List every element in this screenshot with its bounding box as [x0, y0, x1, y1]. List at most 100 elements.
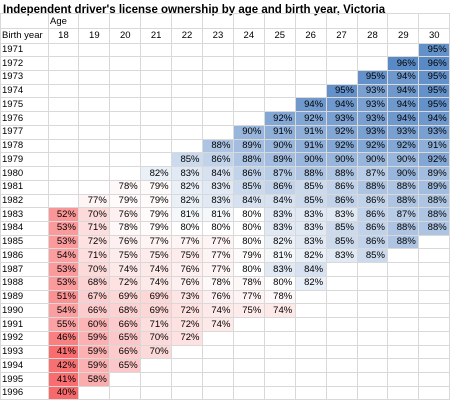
value-cell: 82%	[295, 248, 327, 263]
value-cell: 74%	[202, 317, 234, 332]
value-cell: 88%	[202, 139, 234, 153]
birth-year-label: 1986	[2, 249, 24, 261]
value-cell: 78%	[264, 290, 296, 304]
value-cell: 77%	[202, 248, 234, 263]
value-cell: 77%	[202, 235, 234, 249]
value-cell: 69%	[140, 303, 172, 318]
value-cell: 91%	[295, 125, 327, 140]
value-cell: 86%	[357, 194, 388, 208]
value-cell: 92%	[357, 139, 388, 153]
value-cell: 92%	[264, 111, 296, 126]
value-cell: 88%	[418, 194, 450, 208]
gridline-horizontal	[0, 289, 450, 291]
value-cell: 83%	[264, 221, 296, 236]
value-cell: 92%	[326, 139, 357, 153]
value-cell: 95%	[357, 70, 388, 85]
value-cell: 68%	[109, 303, 141, 318]
gridline-vertical	[387, 13, 389, 400]
value-cell: 75%	[109, 248, 141, 263]
value-cell: 83%	[326, 248, 357, 263]
value-cell: 88%	[387, 194, 419, 208]
gridline-horizontal	[0, 317, 450, 319]
value-cell: 88%	[233, 152, 265, 167]
gridline-horizontal	[0, 83, 450, 85]
birth-year-label: 1991	[2, 318, 24, 330]
value-cell: 76%	[109, 235, 141, 249]
value-cell: 93%	[357, 125, 388, 140]
value-cell: 88%	[387, 235, 419, 249]
value-cell: 72%	[171, 317, 203, 332]
gridline-horizontal	[0, 207, 450, 209]
value-cell: 80%	[264, 276, 296, 291]
gridline-horizontal	[0, 344, 450, 346]
gridline-horizontal	[0, 358, 450, 360]
value-cell: 79%	[140, 180, 172, 195]
age-header: 26	[305, 30, 316, 41]
value-cell: 80%	[202, 221, 234, 236]
value-cell: 90%	[264, 139, 296, 153]
value-cell: 80%	[233, 235, 265, 249]
value-cell: 77%	[233, 290, 265, 304]
value-cell: 88%	[418, 207, 450, 222]
value-cell: 93%	[418, 125, 450, 140]
age-header: 23	[212, 30, 224, 41]
value-cell: 58%	[78, 372, 110, 387]
gridline-horizontal	[0, 138, 450, 140]
value-cell: 83%	[326, 207, 357, 222]
value-cell: 93%	[357, 97, 388, 112]
birth-year-header: Birth year	[2, 30, 43, 41]
gridline-horizontal	[0, 124, 450, 126]
gridline-horizontal	[0, 330, 450, 332]
birth-year-label: 1989	[2, 291, 24, 303]
value-cell: 40%	[48, 386, 79, 400]
value-cell: 77%	[171, 235, 203, 249]
birth-year-label: 1978	[2, 140, 24, 152]
value-cell: 86%	[264, 180, 296, 195]
value-cell: 82%	[295, 276, 327, 291]
value-cell: 85%	[171, 152, 203, 167]
value-cell: 92%	[326, 125, 357, 140]
value-cell: 85%	[233, 180, 265, 195]
value-cell: 93%	[357, 84, 388, 98]
value-cell: 70%	[140, 331, 172, 346]
value-cell: 51%	[48, 290, 79, 304]
value-cell: 80%	[233, 207, 265, 222]
birth-year-label: 1980	[2, 167, 24, 179]
birth-year-label: 1976	[2, 112, 24, 124]
value-cell: 78%	[202, 276, 234, 291]
value-cell: 42%	[48, 358, 79, 373]
value-cell: 70%	[78, 207, 110, 222]
value-cell: 88%	[326, 166, 357, 181]
gridline-horizontal	[0, 303, 450, 305]
value-cell: 81%	[171, 207, 203, 222]
value-cell: 92%	[387, 139, 419, 153]
value-cell: 79%	[109, 194, 141, 208]
value-cell: 53%	[48, 221, 79, 236]
value-cell: 84%	[295, 262, 327, 277]
birth-year-label: 1979	[2, 153, 24, 165]
value-cell: 90%	[387, 152, 419, 167]
gridline-vertical	[418, 13, 420, 400]
gridline-vertical	[202, 13, 203, 400]
value-cell: 88%	[387, 221, 419, 236]
gridline-vertical	[356, 13, 358, 400]
value-cell: 80%	[233, 262, 265, 277]
gridline-horizontal	[0, 97, 450, 99]
value-cell: 74%	[202, 303, 234, 318]
birth-year-label: 1985	[2, 236, 24, 248]
birth-year-label: 1975	[2, 98, 24, 110]
value-cell: 94%	[295, 97, 327, 112]
birth-year-label: 1988	[2, 277, 24, 289]
birth-year-label: 1990	[2, 304, 24, 316]
value-cell: 74%	[140, 262, 172, 277]
value-cell: 88%	[357, 180, 388, 195]
value-cell: 78%	[109, 221, 141, 236]
value-cell: 84%	[233, 194, 265, 208]
value-cell: 92%	[295, 111, 327, 126]
value-cell: 92%	[418, 152, 450, 167]
age-axis-title: Age	[50, 16, 67, 27]
age-header: 21	[150, 30, 162, 41]
value-cell: 80%	[171, 221, 203, 236]
birth-year-label: 1987	[2, 263, 24, 275]
gridline-horizontal	[0, 166, 450, 168]
